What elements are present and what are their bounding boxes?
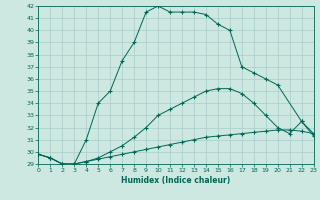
X-axis label: Humidex (Indice chaleur): Humidex (Indice chaleur) [121, 176, 231, 185]
